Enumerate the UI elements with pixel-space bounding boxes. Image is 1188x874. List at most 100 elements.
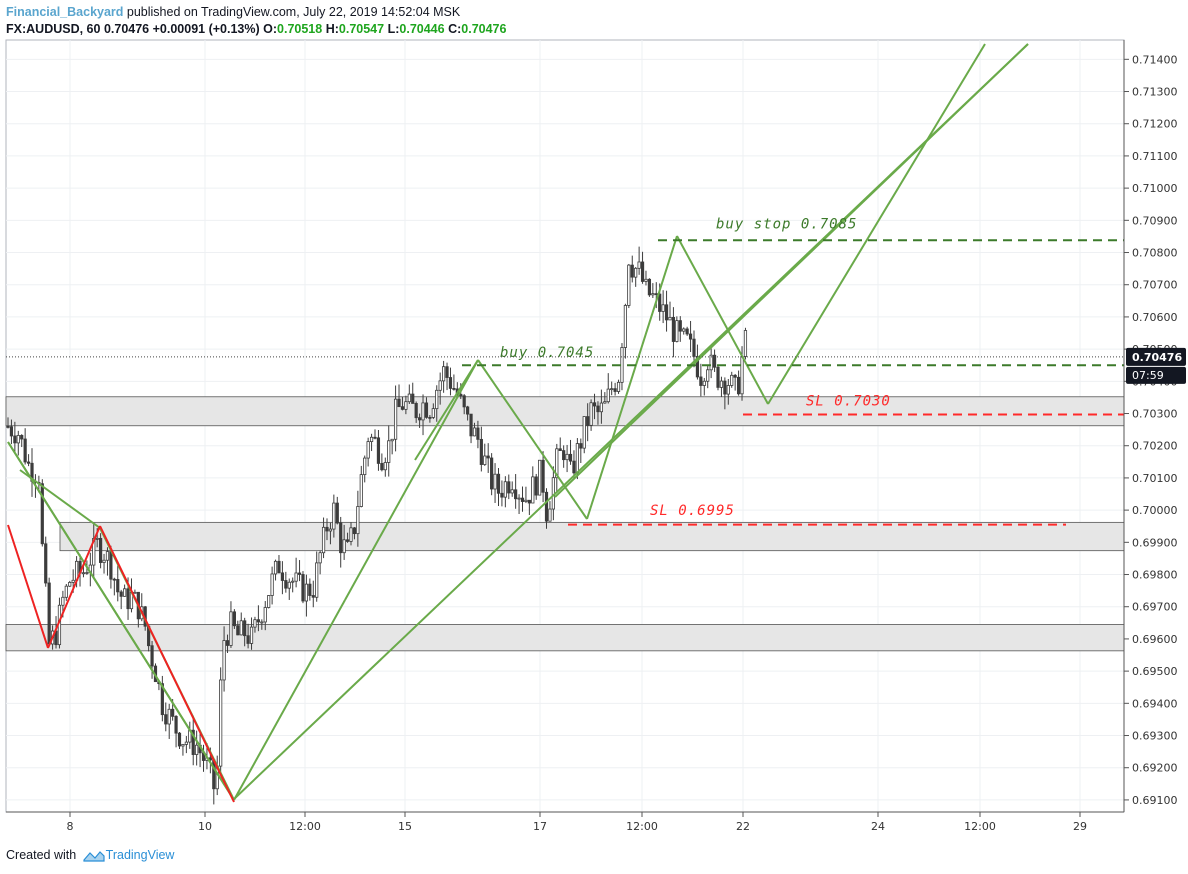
change-value: +0.00091 (+0.13%) (152, 22, 260, 36)
candle-body (356, 506, 360, 535)
candle-body (174, 715, 178, 734)
candle-body (435, 389, 439, 410)
tradingview-brand[interactable]: TradingView (105, 848, 175, 862)
trend-line-green[interactable] (344, 359, 479, 601)
candle-body (380, 463, 384, 471)
support-resistance-zone[interactable] (5, 396, 1125, 427)
candle-body (541, 459, 545, 493)
candle-body (647, 278, 652, 296)
price-level-label[interactable]: SL 0.7030 (806, 393, 891, 409)
candle-body (116, 579, 120, 593)
candle-body (682, 328, 686, 332)
candle-body (414, 403, 418, 419)
candle-body (445, 366, 449, 378)
support-resistance-zone[interactable] (59, 521, 1125, 552)
candle-body (267, 595, 271, 608)
trend-line-green[interactable] (477, 359, 588, 520)
candle-body (393, 398, 398, 440)
candle-body (671, 316, 676, 342)
candle-body (743, 330, 748, 357)
trend-line-green[interactable] (676, 235, 769, 405)
candle-body (229, 611, 233, 646)
candle-body (95, 537, 99, 540)
candle-body (301, 574, 305, 602)
price-levels[interactable]: buy stop 0.7085 buy 0.7045 SL 0.7030 SL 0.6… (462, 216, 1124, 526)
candle-body (613, 388, 617, 392)
candle-body (13, 435, 17, 444)
footer: Created with TradingView (6, 848, 174, 862)
candle-body (740, 356, 744, 395)
candle-body (332, 502, 336, 530)
candle-body (387, 440, 391, 463)
candle-body (160, 683, 164, 716)
candle-body (527, 499, 531, 504)
candle-body (184, 741, 188, 745)
x-tick-label: 12:00 (964, 820, 996, 833)
y-tick-label: 0.70100 (1132, 472, 1178, 485)
trend-line-red[interactable] (47, 525, 101, 649)
candle-body (236, 625, 240, 636)
x-tick-label: 29 (1073, 820, 1087, 833)
trend-line-green[interactable] (19, 469, 101, 529)
published-text: published on TradingView.com, July 22, 2… (123, 5, 461, 19)
y-tick-label: 0.70700 (1132, 279, 1178, 292)
trend-line-green[interactable] (233, 599, 346, 801)
x-tick-label: 22 (736, 820, 750, 833)
trend-line-green[interactable] (586, 235, 678, 520)
author-link[interactable]: Financial_Backyard (6, 5, 124, 19)
candle-body (510, 489, 514, 494)
price-level-label[interactable]: buy 0.7045 (500, 345, 594, 361)
candle-body (706, 369, 710, 382)
trend-line-green[interactable] (767, 43, 986, 405)
candle-body (555, 448, 559, 479)
candle-body (260, 621, 264, 624)
candle-body (383, 462, 387, 471)
candle-body (500, 492, 504, 498)
candle-body (112, 578, 116, 581)
price-level-label[interactable]: SL 0.6995 (650, 503, 735, 519)
candle-body (702, 380, 706, 386)
candle-body (723, 380, 727, 395)
support-resistance-zone[interactable] (5, 624, 1125, 652)
candle-body (256, 619, 260, 623)
candle-body (304, 583, 309, 602)
candle-body (562, 450, 566, 461)
candle-body (719, 380, 724, 388)
low-label: L: (387, 22, 400, 36)
candle-body (109, 551, 113, 580)
trend-line-green[interactable] (414, 359, 479, 461)
sr-zones[interactable] (5, 396, 1125, 652)
y-tick-label: 0.69800 (1132, 569, 1178, 582)
candle-body (397, 398, 401, 408)
candle-body (661, 304, 665, 312)
trend-lines[interactable] (7, 43, 1029, 803)
candle-body (222, 640, 226, 681)
y-tick-label: 0.70900 (1132, 214, 1178, 227)
candle-body (195, 744, 199, 755)
price-level-label[interactable]: buy stop 0.7085 (716, 216, 857, 232)
candle-body (596, 405, 600, 413)
candle-body (603, 401, 607, 404)
symbol-label[interactable]: FX:AUDUSD, 60 (6, 22, 101, 36)
candle-body (592, 402, 597, 407)
candle-body (369, 436, 374, 442)
candle-body (232, 611, 236, 627)
close-value: 0.70476 (461, 22, 507, 36)
trend-line-green[interactable] (554, 43, 1029, 498)
y-tick-label: 0.69500 (1132, 665, 1178, 678)
candle-body (81, 572, 86, 575)
candle-body (544, 491, 549, 522)
candle-body (291, 580, 295, 583)
candle-body (579, 443, 583, 449)
trend-line-green[interactable] (7, 441, 235, 801)
candle-body (524, 499, 528, 502)
trend-line-red[interactable] (7, 524, 49, 649)
candle-body (627, 264, 631, 306)
candle-body (493, 473, 497, 490)
candle-body (476, 427, 480, 440)
y-tick-label: 0.71400 (1132, 53, 1178, 66)
publish-info: Financial_Backyard published on TradingV… (6, 4, 506, 21)
trend-line-red[interactable] (99, 525, 235, 803)
candle-body (565, 453, 569, 461)
